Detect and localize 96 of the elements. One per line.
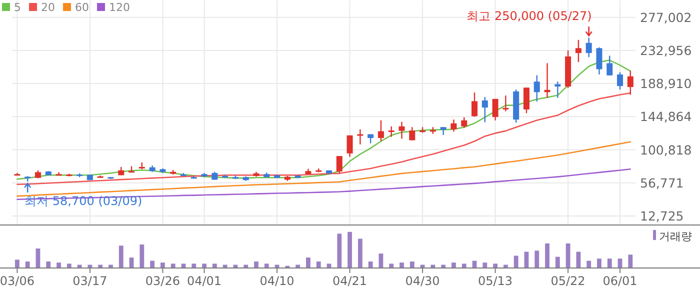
y-tick-label: 100,818 <box>640 142 692 158</box>
bar <box>77 264 82 268</box>
bar <box>441 264 446 268</box>
candlestick <box>586 37 592 58</box>
bar <box>296 264 300 268</box>
bar <box>555 256 560 268</box>
bar <box>607 258 612 268</box>
x-tick-label: 03/26 <box>145 274 180 288</box>
bar <box>576 252 581 268</box>
bar <box>150 260 155 268</box>
legend-label: 120 <box>109 1 130 14</box>
x-tick-label: 04/30 <box>405 274 440 288</box>
candlestick <box>336 155 342 174</box>
bar <box>534 250 540 268</box>
bar <box>46 262 51 268</box>
candlestick <box>398 121 405 140</box>
bar <box>410 262 414 268</box>
y-tick-label: 56,771 <box>640 175 684 190</box>
bar <box>264 264 269 268</box>
bar <box>160 262 165 268</box>
bar <box>358 238 362 268</box>
bar <box>212 264 217 268</box>
bar <box>503 264 508 268</box>
bar <box>524 252 529 268</box>
bar <box>118 246 124 268</box>
bar <box>514 256 518 268</box>
legend-label: 5 <box>14 1 21 14</box>
bar <box>202 264 206 268</box>
candlestick <box>461 116 468 128</box>
y-tick-label: 12,725 <box>640 208 684 224</box>
bar <box>400 262 404 268</box>
candlestick <box>482 96 488 123</box>
candlestick <box>596 46 602 76</box>
candlestick <box>554 81 561 98</box>
bar <box>14 260 20 268</box>
bar <box>452 262 456 268</box>
bar <box>348 232 352 268</box>
bar <box>316 262 321 268</box>
x-tick-label: 05/22 <box>550 274 586 288</box>
candlestick <box>534 74 540 102</box>
bar <box>222 264 228 268</box>
y-tick-label: 232,956 <box>640 42 692 58</box>
legend-label: 60 <box>75 1 89 14</box>
bar <box>56 262 61 268</box>
bar <box>545 243 550 268</box>
y-tick-label: 188,910 <box>640 76 692 92</box>
bar <box>98 264 103 268</box>
bar <box>368 262 373 268</box>
candlestick <box>378 120 384 142</box>
line-series <box>16 141 632 197</box>
candlestick <box>368 134 374 144</box>
candlestick <box>346 134 353 158</box>
bar <box>170 264 176 268</box>
x-tick-label: 04/10 <box>260 274 294 288</box>
bar <box>192 264 196 268</box>
candlestick <box>617 72 624 90</box>
candlestick <box>523 87 530 114</box>
candlestick <box>627 70 634 96</box>
candlestick <box>575 39 582 63</box>
candlestick <box>409 126 416 141</box>
bar <box>493 264 498 268</box>
bar <box>108 264 113 268</box>
candlestick <box>492 98 498 121</box>
bar <box>430 264 436 268</box>
candlestick <box>502 94 509 112</box>
candlestick <box>606 55 613 76</box>
y-tick-label: 277,002 <box>640 10 692 25</box>
candlestick <box>388 126 394 138</box>
bar <box>244 264 248 268</box>
candlestick <box>450 118 457 132</box>
bar <box>586 260 592 268</box>
x-tick-label: 04/21 <box>332 274 368 288</box>
bar <box>140 244 144 268</box>
annotation: 최고 250,000 (05/27) <box>466 9 592 24</box>
bar <box>66 264 72 268</box>
bar <box>389 264 394 268</box>
bar <box>25 262 30 268</box>
bar <box>306 258 310 268</box>
y-tick-label: 144,864 <box>640 109 692 124</box>
bar <box>254 262 258 268</box>
bar <box>628 254 633 268</box>
bar <box>462 264 466 268</box>
legend-label: 20 <box>41 1 55 14</box>
candlestick <box>357 128 364 145</box>
x-tick-label: 03/06 <box>0 274 34 288</box>
bar <box>597 258 602 268</box>
x-tick-label: 03/17 <box>72 274 108 288</box>
x-tick-label: 06/01 <box>602 274 638 288</box>
bar <box>482 262 488 268</box>
legend-label: 거래량 <box>659 230 692 243</box>
x-tick-label: 04/01 <box>186 274 222 288</box>
x-tick-label: 05/13 <box>478 274 513 288</box>
candlestick <box>56 172 62 176</box>
line-series <box>16 92 632 186</box>
bar <box>337 234 342 268</box>
candlestick <box>472 92 478 118</box>
